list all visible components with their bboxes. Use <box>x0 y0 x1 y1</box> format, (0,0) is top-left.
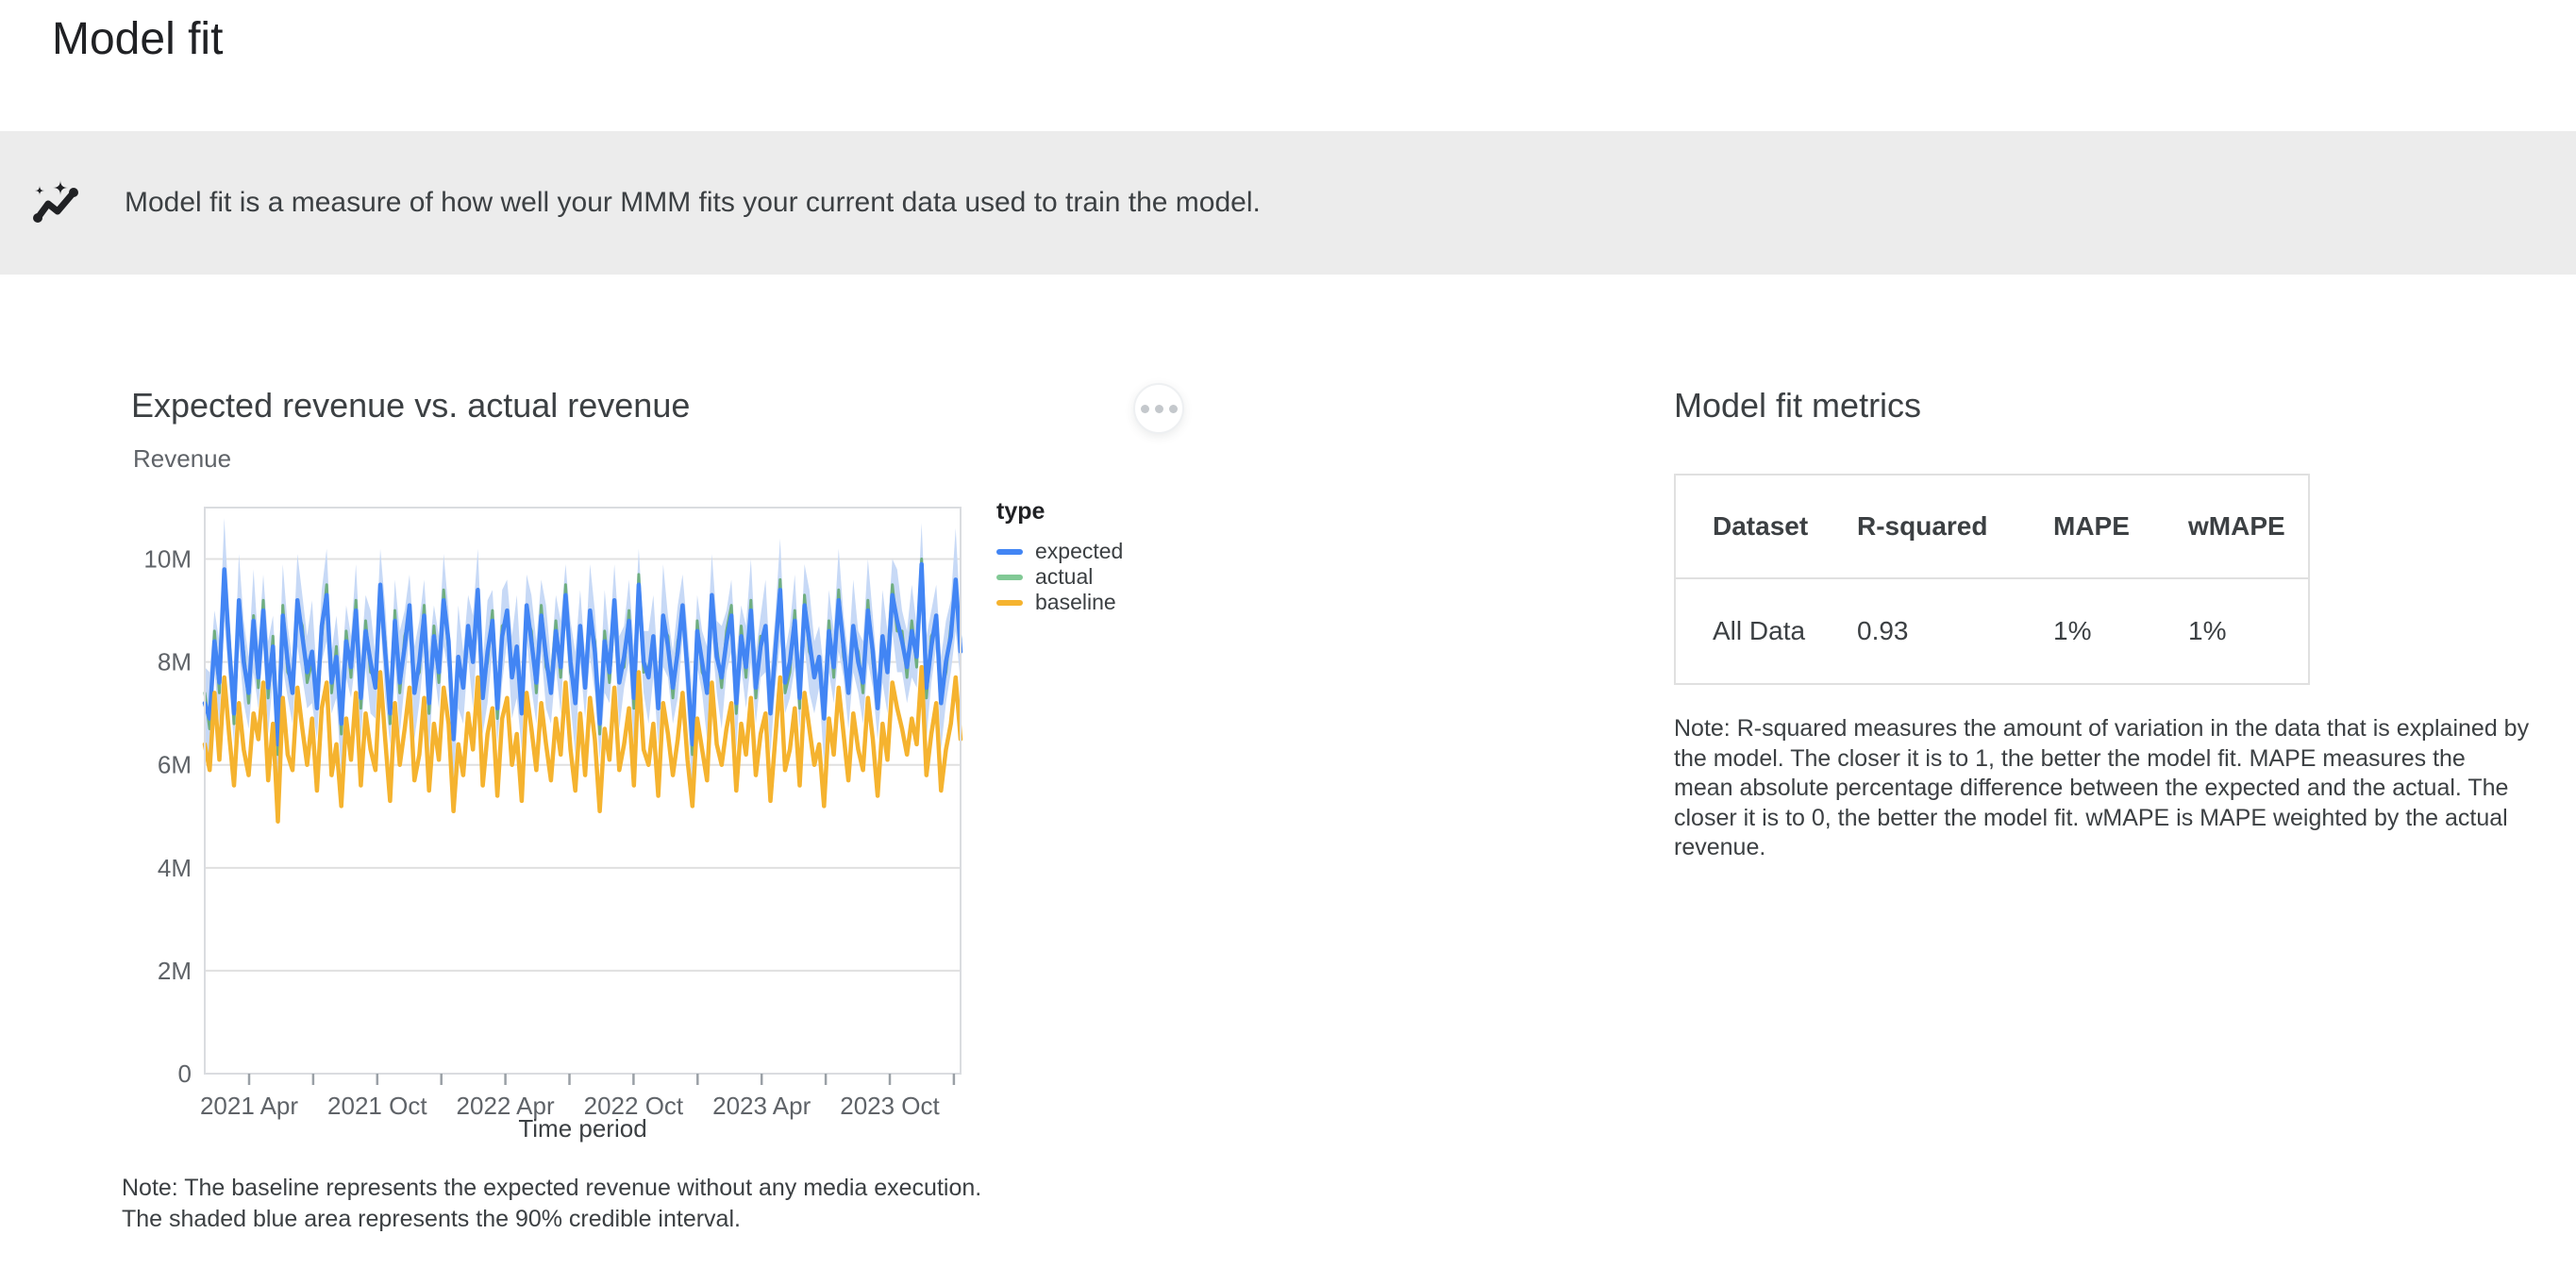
table-cell: All Data <box>1713 616 1806 645</box>
metrics-table: Dataset R-squared MAPE wMAPE All Data 0.93 1%… <box>1674 474 2310 685</box>
more-options-icon <box>1154 404 1163 413</box>
model-fit-sparkline-icon <box>33 180 78 223</box>
y-tick-label: 0 <box>178 1059 192 1088</box>
chart-note-line: Note: The baseline represents the expect… <box>122 1175 982 1201</box>
y-tick-label: 6M <box>158 751 192 779</box>
banner-text: Model fit is a measure of how well your … <box>125 187 1261 218</box>
column-header-wmape: wMAPE <box>2188 511 2285 541</box>
metrics-title: Model fit metrics <box>1674 386 1922 425</box>
legend-label: baseline <box>1035 590 1116 614</box>
y-tick-label: 4M <box>158 854 192 882</box>
x-tick-label: 2022 Apr <box>457 1092 555 1120</box>
more-options-icon <box>1168 404 1178 413</box>
more-options-icon <box>1140 404 1149 413</box>
x-tick-label: 2022 Oct <box>584 1092 684 1120</box>
column-header-mape: MAPE <box>2053 511 2130 541</box>
x-tick-label: 2021 Apr <box>200 1092 298 1120</box>
chart-note-line: The shaded blue area represents the 90% … <box>122 1206 741 1232</box>
legend-title: type <box>996 498 1045 525</box>
plot-border <box>204 507 962 1075</box>
legend-item-expected: expected <box>996 539 1123 564</box>
chart-note: Note: The baseline represents the expect… <box>122 1173 981 1235</box>
x-tick-label: 2021 Oct <box>327 1092 427 1120</box>
x-tick-label: 2023 Apr <box>712 1092 811 1120</box>
legend-swatch <box>996 574 1023 580</box>
column-header-r-squared: R-squared <box>1857 511 1988 541</box>
revenue-chart: 0 2M 4M 6M 8M 10M 2021 Apr 2021 Oct 2022 Apr 2022… <box>143 507 963 1143</box>
legend-item-actual: actual <box>996 564 1123 590</box>
metrics-table-data-row: All Data 0.93 1% 1% <box>1676 579 2308 683</box>
legend-swatch <box>996 548 1023 555</box>
metrics-table-header-row: Dataset R-squared MAPE wMAPE <box>1676 476 2308 579</box>
table-cell: 0.93 <box>1857 616 1909 645</box>
x-axis <box>247 1074 956 1085</box>
info-banner: Model fit is a measure of how well your … <box>0 131 2576 275</box>
y-tick-label: 2M <box>158 957 192 985</box>
table-cell: 1% <box>2053 616 2092 645</box>
page-title: Model fit <box>52 14 224 64</box>
more-options-button[interactable] <box>1133 383 1184 434</box>
legend-label: expected <box>1035 539 1124 563</box>
series-expected <box>202 561 963 747</box>
column-header-dataset: Dataset <box>1713 511 1809 541</box>
chart-legend: type expected actual baseline <box>996 498 1123 615</box>
chart-title: Expected revenue vs. actual revenue <box>131 386 691 425</box>
chart-y-axis-caption: Revenue <box>133 444 232 473</box>
series-baseline <box>202 664 963 824</box>
y-tick-label: 8M <box>158 648 192 676</box>
x-tick-label: 2023 Oct <box>840 1092 940 1120</box>
metrics-note: Note: R-squared measures the amount of v… <box>1674 715 2530 860</box>
x-axis-title: Time period <box>518 1114 646 1143</box>
legend-item-baseline: baseline <box>996 590 1123 615</box>
table-cell: 1% <box>2188 616 2227 645</box>
y-tick-label: 10M <box>143 545 192 574</box>
legend-swatch <box>996 599 1023 606</box>
legend-label: actual <box>1035 564 1094 589</box>
